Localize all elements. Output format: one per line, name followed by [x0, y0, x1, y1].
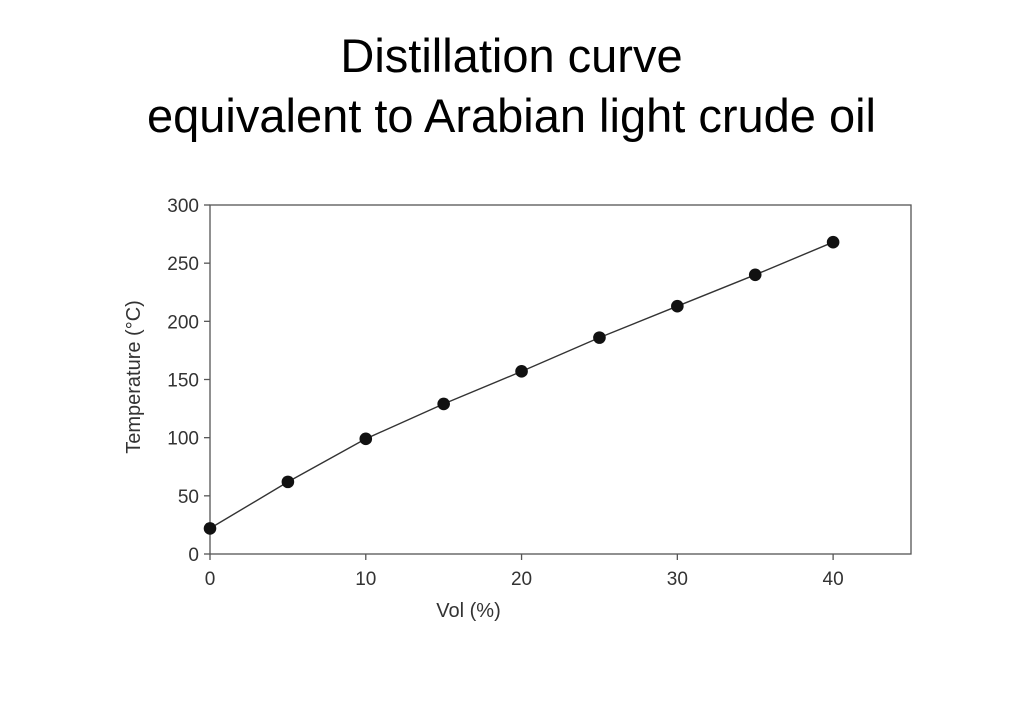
y-tick-label: 150 — [167, 371, 199, 392]
series-group — [203, 235, 840, 535]
slide-title-line-1: Distillation curve — [340, 29, 683, 82]
data-point — [281, 475, 295, 489]
data-point — [359, 432, 373, 446]
plot-frame — [209, 204, 912, 555]
y-axis-label: Temperature (°C) — [123, 300, 145, 454]
x-tick-label: 0 — [205, 569, 216, 590]
x-tick-label: 20 — [511, 569, 532, 590]
data-point — [826, 235, 840, 249]
data-point — [203, 522, 217, 535]
y-tick-label: 100 — [167, 429, 199, 450]
data-point — [748, 268, 762, 282]
x-tick-label: 30 — [667, 569, 688, 590]
data-point — [515, 365, 528, 378]
axis-ticks-group: 0 50 100 150 200 250 300 0 10 20 30 40 — [167, 196, 843, 590]
data-point — [671, 299, 684, 313]
y-tick-label: 50 — [178, 487, 199, 508]
x-tick-label: 40 — [823, 569, 844, 590]
slide-title-line-2: equivalent to Arabian light crude oil — [147, 89, 876, 142]
x-tick-label: 10 — [355, 569, 376, 590]
y-tick-label: 250 — [167, 254, 199, 275]
data-point — [437, 397, 450, 411]
series-line — [209, 241, 834, 530]
x-axis-label: Vol (%) — [436, 600, 500, 622]
plot-frame-group — [209, 204, 912, 555]
y-tick-label: 200 — [167, 312, 199, 333]
y-tick-label: 300 — [167, 196, 199, 217]
data-point — [593, 331, 606, 344]
slide-title: Distillation curve equivalent to Arabian… — [0, 26, 1023, 146]
y-tick-label: 0 — [188, 545, 199, 566]
